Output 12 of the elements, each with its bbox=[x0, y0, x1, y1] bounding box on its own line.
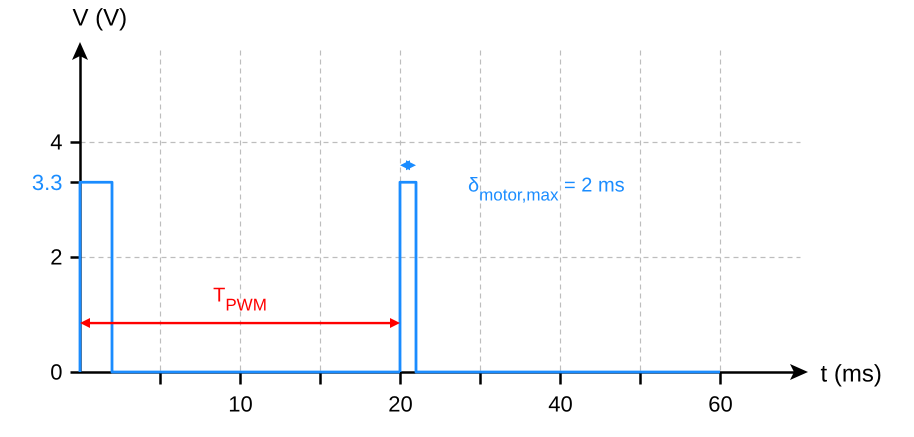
y-tick-label: 0 bbox=[50, 360, 62, 384]
x-tick-label: 20 bbox=[388, 392, 413, 416]
x-tick-label: 10 bbox=[228, 392, 253, 416]
y-axis-title: V (V) bbox=[72, 4, 128, 32]
x-axis-title: t (ms) bbox=[820, 360, 882, 388]
x-tick-label: 40 bbox=[548, 392, 573, 416]
annotation: T$_{PWM}$ bbox=[213, 284, 267, 314]
x-tick-label: 60 bbox=[708, 392, 733, 416]
annotation: δ$_{motor,max}$ = 2 ms bbox=[468, 174, 625, 204]
y-tick-label: 3.3 bbox=[32, 170, 62, 195]
y-tick-label: 4 bbox=[50, 130, 62, 154]
y-tick-label: 2 bbox=[50, 244, 62, 270]
